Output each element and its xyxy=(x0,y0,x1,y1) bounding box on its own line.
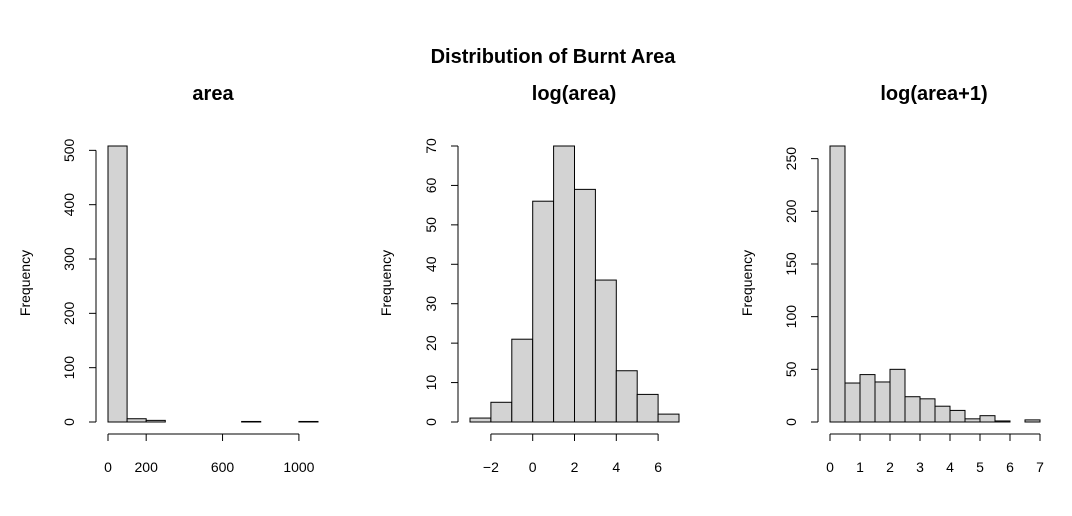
log-area-plus-1-bar-13 xyxy=(1024,419,1041,423)
area-y-tick-label-5: 500 xyxy=(61,138,77,162)
panel-log-area-title: log(area) xyxy=(532,83,616,105)
log-area-plus-1-bar-7 xyxy=(934,405,951,423)
figure-title: Distribution of Burnt Area xyxy=(431,46,677,68)
log-area-x-tick-label-3: 4 xyxy=(612,459,620,475)
log-area-plus-1-y-tick-label-3: 150 xyxy=(783,252,799,276)
log-area-x-tick-label-4: 6 xyxy=(654,459,662,475)
area-x-tick-label-1: 200 xyxy=(135,459,159,475)
panel-area-axes: 0 200 600 1000 0 100 200 300 400 500 xyxy=(61,138,315,475)
panel-log-area-plus-1: log(area+1) Frequency 0 1 2 3 4 5 6 7 0 50 100 150 2… xyxy=(739,83,1044,475)
panel-area-title: area xyxy=(192,83,234,105)
area-y-tick-label-0: 0 xyxy=(61,418,77,426)
panel-area: area Frequency 0 200 600 1000 0 100 200 300 400 5… xyxy=(17,83,319,475)
panel-area-bars xyxy=(107,145,319,423)
log-area-plus-1-bar-6 xyxy=(919,398,936,423)
log-area-plus-1-x-tick-label-7: 7 xyxy=(1036,459,1044,475)
log-area-y-tick-label-3: 30 xyxy=(423,296,439,312)
log-area-plus-1-x-tick-label-2: 2 xyxy=(886,459,894,475)
log-area-y-tick-label-5: 50 xyxy=(423,217,439,233)
panel-log-area-plus-1-ylabel: Frequency xyxy=(739,250,755,316)
log-area-plus-1-x-tick-label-3: 3 xyxy=(916,459,924,475)
log-area-plus-1-bar-10 xyxy=(979,415,996,423)
log-area-plus-1-bar-8 xyxy=(949,409,966,423)
log-area-plus-1-bar-3 xyxy=(874,381,891,423)
area-y-tick-label-2: 200 xyxy=(61,301,77,325)
area-bar-1 xyxy=(126,418,147,423)
panel-log-area-plus-1-title: log(area+1) xyxy=(880,83,987,105)
log-area-plus-1-y-tick-label-4: 200 xyxy=(783,199,799,223)
log-area-bar-7 xyxy=(615,370,638,423)
log-area-bar-6 xyxy=(594,279,617,423)
log-area-plus-1-bar-4 xyxy=(889,368,906,423)
log-area-y-tick-label-2: 20 xyxy=(423,335,439,351)
log-area-bar-0 xyxy=(469,417,492,423)
log-area-plus-1-y-tick-label-2: 100 xyxy=(783,305,799,329)
area-bar-7 xyxy=(241,420,262,423)
log-area-bar-4 xyxy=(553,145,575,423)
area-y-tick-label-1: 100 xyxy=(61,356,77,380)
area-x-tick-label-0: 0 xyxy=(104,459,112,475)
log-area-plus-1-x-tick-label-1: 1 xyxy=(856,459,864,475)
area-bar-0 xyxy=(107,145,128,423)
log-area-bar-9 xyxy=(657,413,680,423)
log-area-plus-1-bar-5 xyxy=(904,396,921,423)
log-area-bar-3 xyxy=(532,200,555,423)
panel-log-area-ylabel: Frequency xyxy=(378,250,394,316)
log-area-x-tick-label-2: 2 xyxy=(571,459,579,475)
area-bar-2 xyxy=(145,419,166,423)
area-x-tick-label-3: 1000 xyxy=(283,459,314,475)
log-area-plus-1-y-tick-label-1: 50 xyxy=(783,361,799,377)
area-bar-10 xyxy=(298,420,319,423)
log-area-y-tick-label-0: 0 xyxy=(423,418,439,426)
log-area-y-tick-label-6: 60 xyxy=(423,177,439,193)
panel-log-area-plus-1-axes: 0 1 2 3 4 5 6 7 0 50 100 150 200 250 xyxy=(783,147,1044,475)
panel-log-area: log(area) Frequency −2 0 2 4 601020304050607… xyxy=(378,83,680,475)
log-area-plus-1-bar-0 xyxy=(829,145,846,423)
log-area-bar-5 xyxy=(574,188,596,423)
log-area-bar-2 xyxy=(511,338,534,423)
log-area-plus-1-bar-1 xyxy=(844,382,861,423)
log-area-y-tick-label-1: 10 xyxy=(423,375,439,391)
area-x-tick-label-2: 600 xyxy=(211,459,235,475)
log-area-plus-1-x-tick-label-0: 0 xyxy=(826,459,834,475)
log-area-y-tick-label-7: 70 xyxy=(423,138,439,154)
log-area-x-tick-label-1: 0 xyxy=(529,459,537,475)
log-area-plus-1-y-tick-label-0: 0 xyxy=(783,418,799,426)
panel-area-ylabel: Frequency xyxy=(17,250,33,316)
log-area-bar-8 xyxy=(636,393,659,423)
area-y-tick-label-4: 400 xyxy=(61,193,77,217)
log-area-y-tick-label-4: 40 xyxy=(423,256,439,272)
log-area-plus-1-x-tick-label-5: 5 xyxy=(976,459,984,475)
log-area-plus-1-bar-9 xyxy=(964,418,981,423)
log-area-plus-1-y-tick-label-5: 250 xyxy=(783,147,799,171)
log-area-plus-1-x-tick-label-6: 6 xyxy=(1006,459,1014,475)
log-area-bar-1 xyxy=(490,401,513,423)
area-y-tick-label-3: 300 xyxy=(61,247,77,271)
panel-log-area-plus-1-bars xyxy=(829,145,1041,423)
log-area-plus-1-bar-11 xyxy=(994,420,1011,423)
log-area-plus-1-x-tick-label-4: 4 xyxy=(946,459,954,475)
panel-log-area-bars xyxy=(469,145,680,423)
log-area-plus-1-bar-2 xyxy=(859,374,876,423)
log-area-x-tick-label-0: −2 xyxy=(483,459,499,475)
